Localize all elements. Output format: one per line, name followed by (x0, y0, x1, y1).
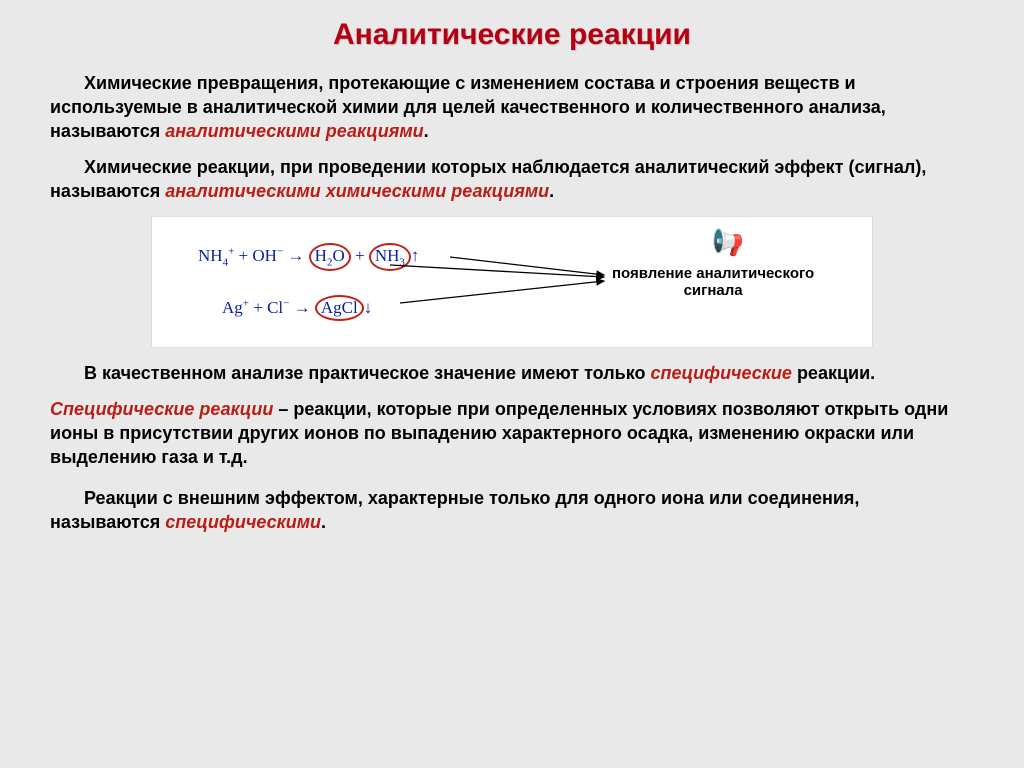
para-3-tail: реакции. (792, 363, 875, 383)
para-3-text: В качественном анализе практическое знач… (84, 363, 651, 383)
eq2-agcl: AgCl (321, 298, 358, 317)
eq1-arrow: → (287, 246, 304, 265)
reaction-diagram: NH4+ + OH− → H2O + NH3 ↑ Ag+ + Cl− → AgC… (151, 216, 873, 348)
signal-label-l1: появление аналитического (612, 265, 814, 282)
equation-1: NH4+ + OH− → H2O + NH3 ↑ (198, 243, 419, 271)
eq1-nh4: NH4+ (198, 246, 239, 265)
eq1-sub4: 4 (223, 256, 229, 268)
eq1-plus: + (228, 245, 234, 257)
para-5-term: специфическими (165, 512, 321, 532)
eq2-down: ↓ (364, 298, 373, 317)
eq1-up: ↑ (411, 246, 420, 265)
eq1-sub3: 3 (399, 256, 405, 268)
equation-2: Ag+ + Cl− → AgCl ↓ (222, 295, 372, 321)
para-1-tail: . (424, 121, 429, 141)
para-1-term: аналитическими реакциями (165, 121, 423, 141)
eq1-h2o-circle: H2O (309, 243, 351, 271)
para-2-tail: . (549, 181, 554, 201)
signal-label: появление аналитического сигнала (612, 265, 814, 300)
eq1-sep: + (355, 246, 369, 265)
slide: Аналитические реакции Химические превращ… (0, 0, 1024, 768)
eq2-agplus: + (243, 297, 249, 309)
para-4-head: Специфические реакции (50, 399, 273, 419)
para-5-tail: . (321, 512, 326, 532)
eq2-agcl-circle: AgCl (315, 295, 364, 321)
para-3-term: специфические (651, 363, 792, 383)
eq1-h: H (315, 246, 327, 265)
eq1-oh: + OH (239, 246, 277, 265)
para-5: Реакции с внешним эффектом, характерные … (50, 487, 974, 535)
para-2: Химические реакции, при проведении котор… (50, 156, 974, 204)
para-3: В качественном анализе практическое знач… (50, 362, 974, 386)
eq1-nh3-circle: NH3 (369, 243, 411, 271)
eq1-nh3: NH (375, 246, 400, 265)
para-1: Химические превращения, протекающие с из… (50, 72, 974, 144)
signal-label-l2: сигнала (612, 282, 814, 299)
eq2-clminus: − (283, 297, 289, 309)
eq2-arrow: → (294, 298, 311, 317)
para-4: Специфические реакции – реакции, которые… (50, 398, 974, 470)
megaphone-icon: 📢 (712, 227, 744, 258)
eq2-ag: Ag (222, 298, 243, 317)
eq2-cl: + Cl (253, 298, 283, 317)
eq1-nh: NH (198, 246, 223, 265)
slide-title: Аналитические реакции (50, 18, 974, 52)
para-2-term: аналитическими химическими реакциями (165, 181, 549, 201)
